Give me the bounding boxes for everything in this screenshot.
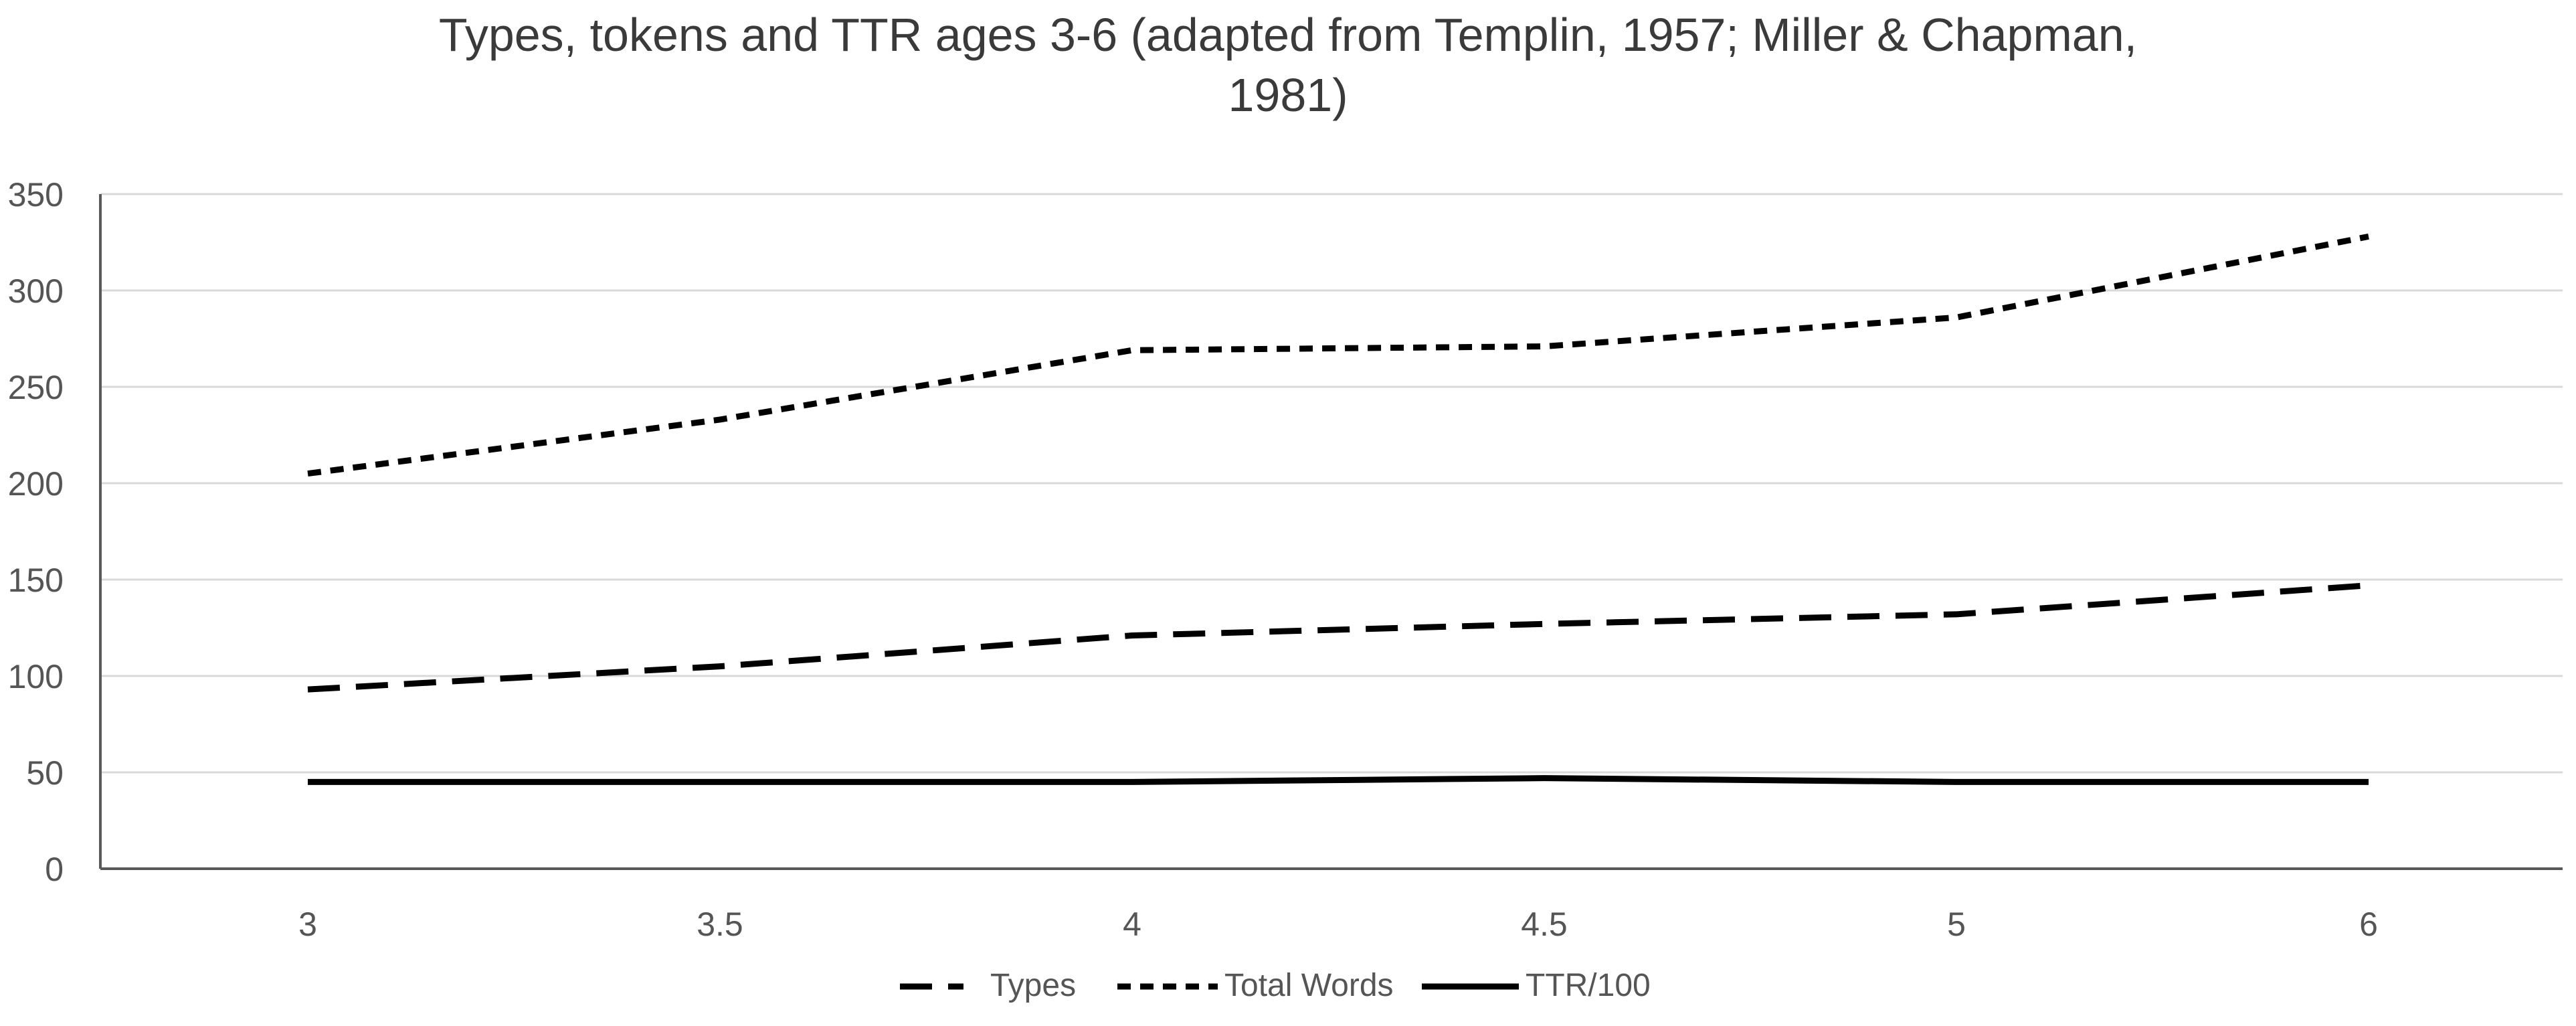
legend-label: Types [990,968,1076,1003]
data-point [307,473,308,475]
y-tick-label: 50 [26,754,64,792]
data-point [2368,585,2369,586]
legend-label: TTR/100 [1526,968,1651,1003]
legend-label: Total Words [1224,968,1394,1003]
data-point [2368,236,2369,237]
data-point [1131,781,1133,782]
data-point [1544,623,1545,624]
y-tick-label: 300 [8,272,64,310]
data-point [1956,317,1957,318]
legend: Types Total Words TTR/100 [900,968,1651,1003]
data-point [1956,781,1957,782]
y-tick-labels: 0 50 100 150 200 250 300 350 [8,176,64,888]
data-point [307,689,308,690]
y-tick-label: 0 [45,851,64,888]
y-tick-label: 250 [8,369,64,406]
x-tick-labels: 3 3.5 4 4.5 5 6 [298,906,2378,943]
y-tick-label: 100 [8,658,64,695]
data-point [1544,346,1545,347]
data-point [719,666,721,667]
y-tick-label: 200 [8,465,64,503]
chart-title-line-1: Types, tokens and TTR ages 3-6 (adapted … [438,9,2138,61]
data-point [1956,614,1957,615]
data-point [1544,778,1545,779]
data-point [1131,635,1133,636]
chart-title-line-2: 1981) [1228,69,1348,121]
y-tick-label: 350 [8,176,64,213]
x-tick-label: 6 [2359,906,2378,943]
gridlines [100,193,2563,774]
x-tick-label: 4.5 [1521,906,1568,943]
y-tick-label: 150 [8,562,64,599]
data-point [1131,349,1133,351]
series-lines [307,233,2369,785]
x-tick-label: 5 [1947,906,1966,943]
data-point [2368,781,2369,782]
series-line-ttr-100 [308,775,2369,785]
x-tick-label: 3 [298,906,317,943]
data-point [719,781,721,782]
data-point [307,781,308,782]
series-line-types [307,582,2369,693]
x-tick-label: 4 [1123,906,1141,943]
axes [99,194,2563,870]
series-line-total-words [307,233,2369,477]
data-point [719,419,721,420]
x-tick-label: 3.5 [697,906,743,943]
